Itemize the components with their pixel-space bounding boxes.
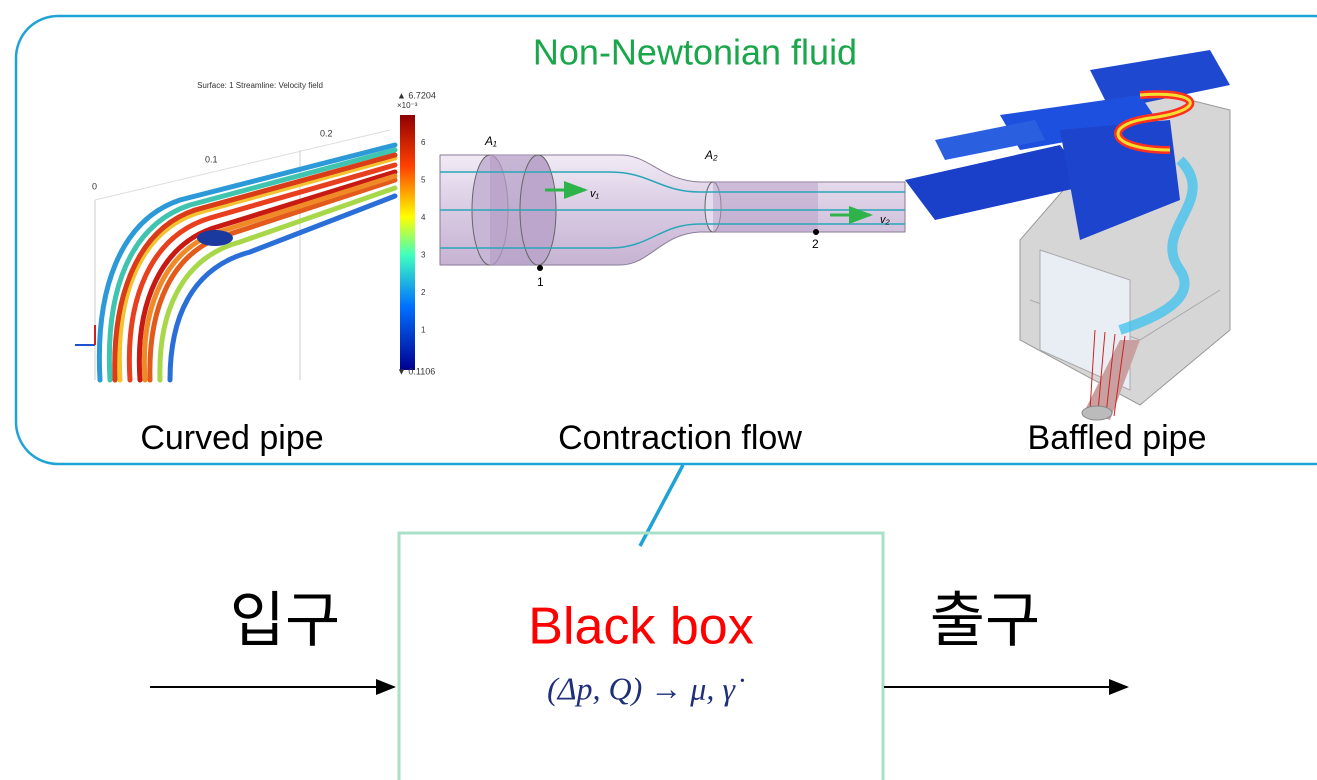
colorbar-tick: 2 bbox=[421, 288, 426, 297]
label-v2: v₂ bbox=[880, 214, 891, 226]
axis-tick: 0.2 bbox=[320, 128, 333, 138]
colorbar-tick: 6 bbox=[421, 138, 426, 147]
colorbar-max: ▲ 6.7204 bbox=[397, 90, 436, 100]
item-label: Curved pipe bbox=[140, 419, 323, 457]
axis-tick: 0.1 bbox=[205, 154, 218, 164]
label-a1: A₁ bbox=[484, 134, 497, 148]
output-label: 출구 bbox=[930, 587, 1040, 654]
axis-tick: 0 bbox=[92, 181, 97, 191]
diagram: Non-Newtonian fluid Surface: 1 Streamlin… bbox=[0, 0, 1317, 780]
black-box bbox=[399, 533, 883, 780]
label-a2: A₂ bbox=[704, 148, 718, 162]
baffled-image bbox=[905, 50, 1230, 420]
curved-pipe-image: Surface: 1 Streamline: Velocity field 0.… bbox=[75, 81, 436, 380]
streamlines bbox=[99, 145, 395, 380]
colorbar-tick: 3 bbox=[421, 251, 426, 260]
black-box-formula: (Δp, Q) → μ, γ̇ bbox=[547, 670, 745, 706]
colorbar-tick: 4 bbox=[421, 213, 426, 222]
vortex bbox=[197, 230, 233, 246]
colorbar-min: ▼ 0.1106 bbox=[397, 366, 435, 376]
colorbar-exp: ×10⁻³ bbox=[397, 101, 418, 110]
colorbar-tick: 5 bbox=[421, 176, 426, 185]
item-label: Contraction flow bbox=[558, 419, 802, 457]
colorbar-tick: 1 bbox=[421, 326, 426, 335]
item-label: Baffled pipe bbox=[1028, 419, 1207, 457]
plot-title: Surface: 1 Streamline: Velocity field bbox=[197, 81, 323, 90]
label-v1: v₁ bbox=[590, 188, 600, 200]
black-box-title: Black box bbox=[528, 598, 753, 656]
panel-title: Non-Newtonian fluid bbox=[533, 32, 857, 73]
input-label: 입구 bbox=[230, 587, 340, 654]
contraction-image: A₁ A₂ v₁ v₂ 1 2 bbox=[440, 134, 905, 289]
label-2: 2 bbox=[812, 237, 819, 251]
colorbar bbox=[400, 115, 415, 370]
label-1: 1 bbox=[537, 275, 544, 289]
